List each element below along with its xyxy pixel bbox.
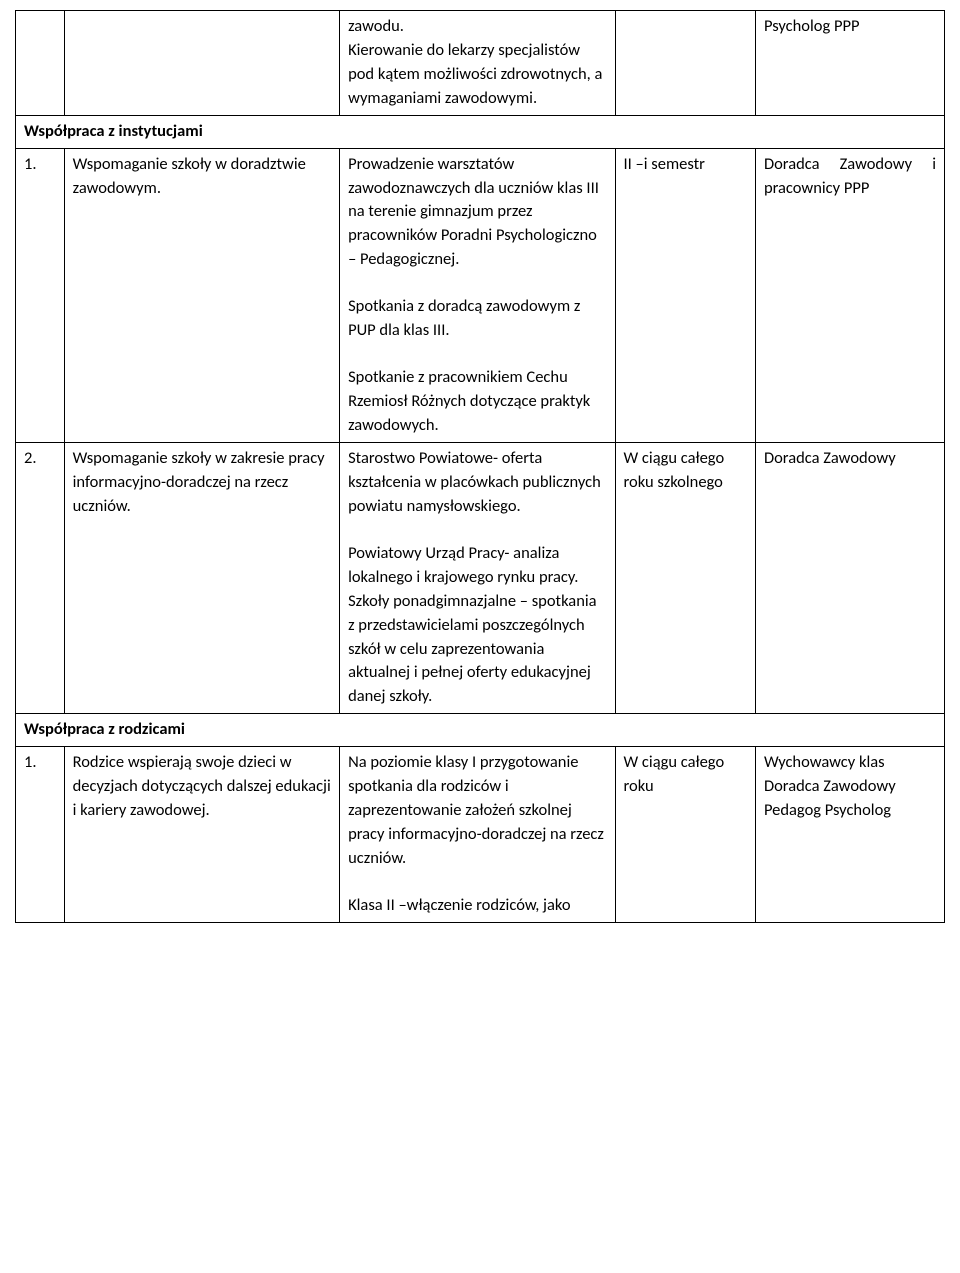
cell-description: zawodu.Kierowanie do lekarzy specjalistó… — [340, 11, 615, 116]
table-row: zawodu.Kierowanie do lekarzy specjalistó… — [16, 11, 945, 116]
cell-topic — [64, 11, 339, 116]
cell-responsible: Doradca Zawodowy i pracownicy PPP — [755, 148, 944, 442]
paragraph: Klasa II –włączenie rodziców, jako — [348, 894, 606, 918]
paragraph: Starostwo Powiatowe- oferta kształcenia … — [348, 447, 606, 519]
cell-term: II –i semestr — [615, 148, 755, 442]
table-row: 1. Wspomaganie szkoły w doradztwie zawod… — [16, 148, 945, 442]
section-header-row: Współpraca z instytucjami — [16, 115, 945, 148]
cell-term — [615, 11, 755, 116]
cell-topic: Rodzice wspierają swoje dzieci w decyzja… — [64, 747, 339, 923]
cell-description: Na poziomie klasy I przygotowanie spotka… — [340, 747, 615, 923]
paragraph: Spotkanie z pracownikiem Cechu Rzemiosł … — [348, 366, 606, 438]
document-table: zawodu.Kierowanie do lekarzy specjalistó… — [15, 10, 945, 923]
cell-responsible: Psycholog PPP — [755, 11, 944, 116]
paragraph: Powiatowy Urząd Pracy- analiza lokalnego… — [348, 542, 606, 709]
paragraph: Spotkania z doradcą zawodowym z PUP dla … — [348, 295, 606, 343]
section-header: Współpraca z rodzicami — [16, 714, 945, 747]
cell-term: W ciągu całego roku — [615, 747, 755, 923]
cell-number: 1. — [16, 747, 65, 923]
paragraph: Prowadzenie warsztatów zawodoznawczych d… — [348, 153, 606, 273]
section-header-row: Współpraca z rodzicami — [16, 714, 945, 747]
paragraph: Na poziomie klasy I przygotowanie spotka… — [348, 751, 606, 871]
cell-responsible: Doradca Zawodowy — [755, 443, 944, 714]
section-header: Współpraca z instytucjami — [16, 115, 945, 148]
cell-topic: Wspomaganie szkoły w zakresie pracy info… — [64, 443, 339, 714]
cell-description: Prowadzenie warsztatów zawodoznawczych d… — [340, 148, 615, 442]
cell-term: W ciągu całego roku szkolnego — [615, 443, 755, 714]
cell-number: 2. — [16, 443, 65, 714]
cell-responsible: Wychowawcy klas Doradca Zawodowy Pedagog… — [755, 747, 944, 923]
cell-number — [16, 11, 65, 116]
table-row: 2. Wspomaganie szkoły w zakresie pracy i… — [16, 443, 945, 714]
cell-topic: Wspomaganie szkoły w doradztwie zawodowy… — [64, 148, 339, 442]
table-row: 1. Rodzice wspierają swoje dzieci w decy… — [16, 747, 945, 923]
cell-number: 1. — [16, 148, 65, 442]
cell-description: Starostwo Powiatowe- oferta kształcenia … — [340, 443, 615, 714]
